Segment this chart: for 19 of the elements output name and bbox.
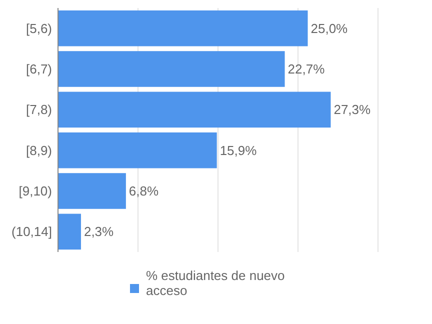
bar xyxy=(58,173,126,209)
data-label: 25,0% xyxy=(310,20,348,36)
legend-label: % estudiantes de nuevo acceso xyxy=(146,268,285,298)
y-tick-label: [9,10) xyxy=(18,184,52,199)
y-tick-label: [6,7) xyxy=(26,62,52,77)
bar xyxy=(58,132,217,168)
y-tick-label: (10,14] xyxy=(12,224,52,240)
y-tick-label: [8,9) xyxy=(26,142,52,158)
bar xyxy=(58,51,285,87)
data-label: 22,7% xyxy=(288,62,326,77)
bar xyxy=(58,214,81,250)
data-label: 27,3% xyxy=(334,102,372,118)
data-label: 2,3% xyxy=(84,224,114,240)
data-label: 6,8% xyxy=(128,184,160,199)
data-label: 15,9% xyxy=(220,142,258,158)
y-tick-label: [5,6) xyxy=(26,20,52,36)
y-tick-label: [7,8) xyxy=(26,102,52,118)
bar xyxy=(58,10,308,46)
bar xyxy=(58,92,331,128)
